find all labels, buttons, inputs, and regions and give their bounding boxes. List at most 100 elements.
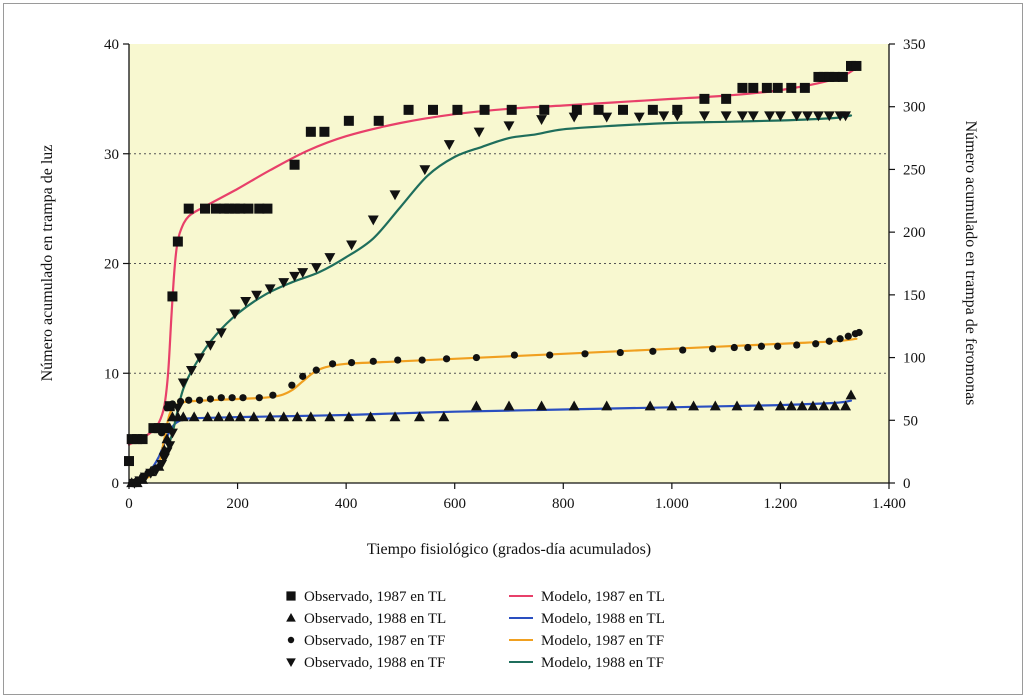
point-observado-1987-en-tf (157, 429, 166, 437)
point-observado-1987-en-tl (235, 203, 246, 214)
point-observado-1987-en-tf (581, 350, 589, 358)
point-observado-1987-en-tf (744, 343, 752, 352)
point-observado-1987-en-tf (228, 394, 236, 402)
point-observado-1988-en-tl (223, 411, 235, 422)
point-observado-1988-en-tf (840, 111, 852, 122)
point-observado-1988-en-tl (644, 400, 656, 411)
point-observado-1987-en-tl (137, 434, 148, 445)
point-observado-1987-en-tf (616, 348, 624, 357)
point-observado-1987-en-tf (217, 394, 225, 402)
point-observado-1988-en-tf (812, 111, 824, 122)
point-observado-1987-en-tl (618, 104, 628, 115)
point-observado-1987-en-tl (824, 71, 835, 82)
point-observado-1987-en-tf (844, 332, 852, 340)
legend-item: Observado, 1987 en TF (287, 633, 445, 649)
legend-marker-triangle-down (286, 658, 296, 668)
point-observado-1987-en-tl (210, 203, 221, 214)
point-observado-1988-en-tf (747, 111, 759, 122)
x-tick-label: 1.400 (872, 496, 906, 512)
y-right-tick-label: 50 (903, 413, 918, 429)
point-observado-1988-en-tf (297, 268, 309, 278)
point-observado-1987-en-tl (200, 203, 210, 214)
point-observado-1987-en-tl (305, 126, 316, 137)
point-observado-1988-en-tl (264, 411, 276, 422)
point-observado-1987-en-tl (837, 71, 848, 82)
y-left-tick-label: 20 (104, 257, 119, 273)
point-observado-1988-en-tf (324, 253, 336, 263)
point-observado-1987-en-tl (343, 115, 354, 126)
axes: 0 200 400 600 800 1.000 1.200 1.400010203040050… (104, 37, 926, 512)
point-observado-1988-en-tl (234, 411, 246, 422)
point-observado-1988-en-tf (185, 365, 197, 376)
point-observado-1988-en-tf (823, 111, 835, 122)
point-observado-1987-en-tl (571, 104, 582, 115)
point-observado-1987-en-tl (818, 71, 829, 82)
point-observado-1988-en-tf (367, 215, 379, 226)
point-observado-1988-en-tf (139, 472, 151, 483)
point-observado-1987-en-tf (774, 342, 782, 350)
point-observado-1988-en-tf (601, 112, 613, 123)
point-observado-1988-en-tl (536, 400, 548, 411)
chart: 0 200 400 600 800 1.000 1.200 1.400010203040050… (39, 37, 979, 671)
point-observado-1987-en-tl (153, 423, 164, 434)
point-observado-1988-en-tl (568, 400, 580, 411)
point-observado-1988-en-tf (736, 111, 748, 122)
point-observado-1987-en-tl (219, 203, 229, 214)
point-observado-1988-en-tl (731, 400, 743, 411)
point-observado-1987-en-tf (195, 396, 204, 404)
point-observado-1988-en-tf (166, 428, 178, 439)
y-right-tick-label: 150 (903, 288, 926, 304)
point-observado-1987-en-tf (394, 356, 402, 364)
point-observado-1988-en-tf (503, 121, 515, 132)
legend-marker-triangle-up (286, 612, 296, 622)
legend-item: Observado, 1987 en TL (286, 589, 446, 605)
point-observado-1987-en-tl (403, 104, 414, 115)
point-observado-1988-en-tf (389, 190, 401, 201)
point-observado-1987-en-tl (289, 159, 300, 170)
point-observado-1987-en-tf (757, 342, 766, 350)
point-observado-1988-en-tl (807, 400, 819, 411)
point-observado-1987-en-tf (239, 394, 247, 402)
grid-lines (129, 153, 889, 374)
point-observado-1987-en-tf (185, 396, 193, 404)
point-observado-1988-en-tf (278, 278, 290, 289)
y-right-tick-label: 350 (903, 37, 926, 53)
legend-marker-circle (287, 636, 295, 644)
point-observado-1987-en-tl (373, 115, 384, 126)
point-observado-1988-en-tl (365, 411, 377, 422)
x-tick-label: 800 (552, 496, 575, 512)
point-observado-1988-en-tf (172, 403, 184, 414)
point-observado-1988-en-tl (785, 400, 797, 411)
point-observado-1987-en-tl (132, 434, 143, 445)
point-observado-1988-en-tl (343, 411, 355, 422)
figure-frame: 0 200 400 600 800 1.000 1.200 1.400 0 10 20 30 40 0 50… (3, 3, 1023, 695)
point-observado-1987-en-tl (786, 82, 797, 93)
y-right-tick-label: 300 (903, 100, 926, 116)
point-observado-1988-en-tf (346, 240, 358, 251)
point-observado-1988-en-tf (229, 309, 241, 320)
point-observado-1987-en-tl (224, 203, 235, 214)
point-observado-1987-en-tf (369, 357, 377, 365)
point-observado-1988-en-tf (443, 140, 455, 151)
x-tick-label: 1.000 (655, 496, 689, 512)
legend-label: Observado, 1987 en TF (304, 633, 445, 649)
point-observado-1987-en-tf (269, 391, 277, 399)
point-observado-1988-en-tf (177, 378, 189, 389)
point-observado-1988-en-tf (536, 115, 548, 125)
legend-item: Modelo, 1987 en TF (509, 633, 664, 649)
point-observado-1987-en-tf (312, 366, 320, 374)
legend-label: Observado, 1987 en TL (304, 589, 446, 605)
y-right-tick-label: 250 (903, 162, 926, 178)
point-observado-1987-en-tl (672, 104, 683, 115)
point-observado-1988-en-tf (134, 476, 146, 487)
point-observado-1988-en-tl (389, 411, 401, 422)
point-observado-1988-en-tf (264, 284, 276, 295)
point-observado-1988-en-tl (324, 411, 336, 422)
legend-label: Observado, 1988 en TF (304, 655, 445, 671)
point-observado-1987-en-tf (206, 395, 215, 403)
point-observado-1988-en-tl (796, 400, 808, 411)
point-observado-1987-en-tl (699, 93, 710, 104)
point-observado-1988-en-tl (503, 400, 515, 411)
point-observado-1987-en-tf (472, 353, 481, 362)
point-observado-1987-en-tf (163, 404, 171, 412)
